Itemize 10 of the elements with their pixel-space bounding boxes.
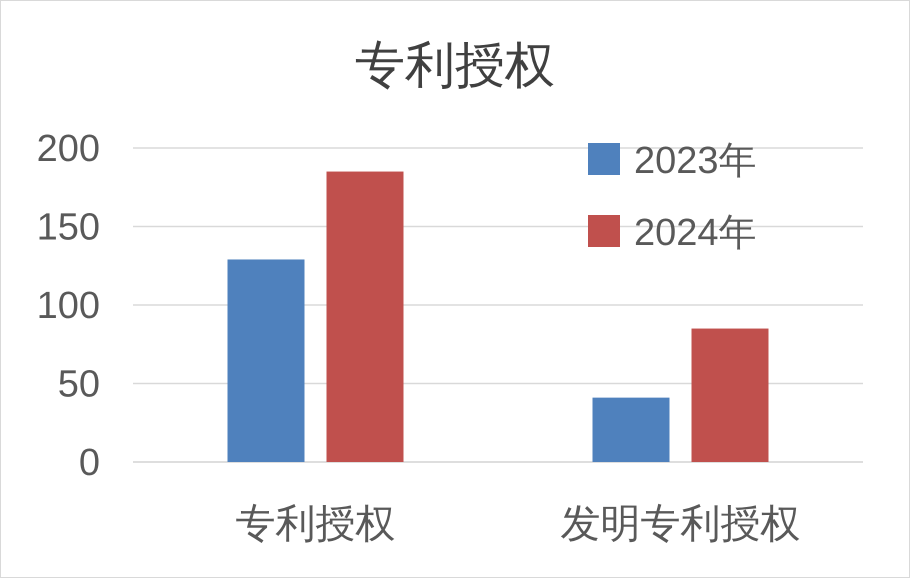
y-tick-label: 200 (36, 128, 100, 170)
y-tick-label: 100 (36, 285, 100, 327)
legend-label: 2023年 (634, 140, 757, 182)
x-tick-label: 发明专利授权 (560, 502, 800, 546)
y-tick-label: 150 (36, 206, 100, 248)
y-tick-label: 50 (58, 364, 100, 406)
x-tick-label: 专利授权 (236, 502, 396, 546)
legend-label: 2024年 (634, 212, 757, 254)
title: 专利授权 (355, 37, 555, 93)
y-tick-label: 0 (78, 442, 100, 484)
